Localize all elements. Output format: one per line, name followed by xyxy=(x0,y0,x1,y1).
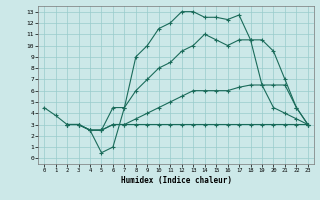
X-axis label: Humidex (Indice chaleur): Humidex (Indice chaleur) xyxy=(121,176,231,185)
